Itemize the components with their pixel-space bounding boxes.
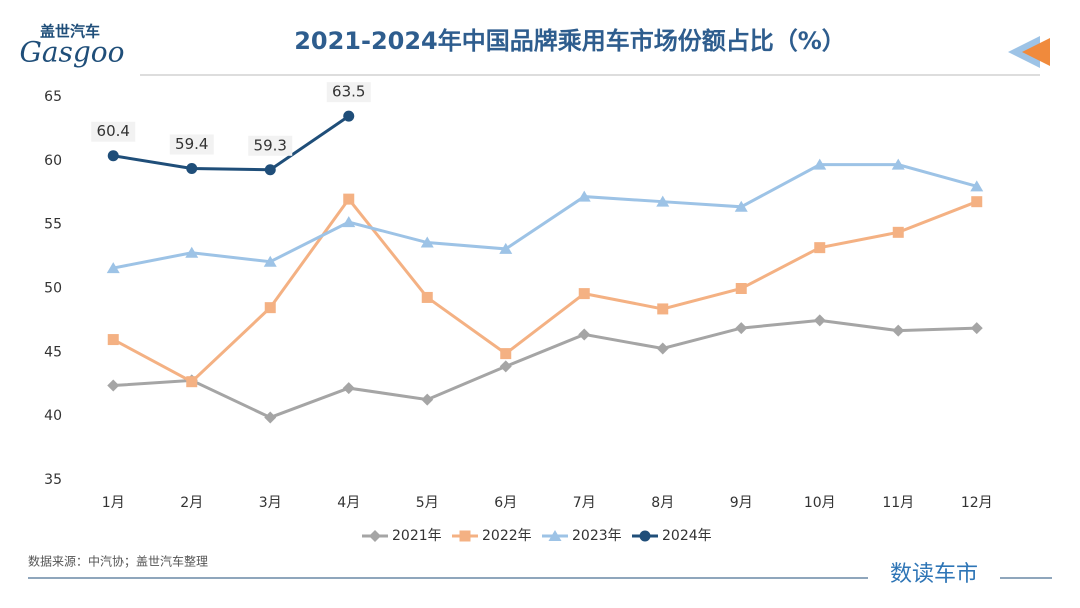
point (735, 322, 748, 335)
data-label: 59.4 (175, 135, 208, 153)
point (499, 242, 513, 254)
y-tick-label: 60 (44, 153, 62, 169)
point (107, 334, 119, 346)
y-tick-label: 35 (44, 472, 62, 488)
point (970, 180, 984, 192)
x-tick-label: 8月 (651, 495, 674, 511)
point (107, 150, 119, 162)
legend-label: 2022年 (482, 528, 532, 544)
x-tick-label: 12月 (961, 495, 993, 511)
point (814, 242, 826, 254)
legend-marker (548, 530, 562, 541)
series-line (112, 163, 978, 270)
legend-label: 2023年 (572, 528, 622, 544)
point (971, 196, 983, 208)
point (657, 303, 669, 315)
point (185, 246, 199, 258)
y-tick-label: 40 (44, 408, 62, 424)
point (735, 283, 747, 294)
source: 数据来源：中汽协；盖世汽车整理 (28, 554, 208, 569)
legend-label: 2024年 (662, 528, 712, 544)
point (656, 195, 670, 207)
point (499, 360, 512, 373)
data-label: 60.4 (97, 122, 130, 140)
point (342, 216, 356, 228)
point (578, 288, 590, 300)
point (421, 291, 433, 303)
deco (1022, 38, 1050, 66)
point (342, 382, 355, 395)
y-tick-label: 65 (44, 89, 62, 105)
x-tick-label: 4月 (337, 495, 360, 511)
label-bg (326, 82, 371, 103)
point (734, 200, 748, 212)
point (420, 236, 434, 248)
x-tick-label: 6月 (494, 495, 517, 511)
legend-marker (459, 530, 471, 542)
point (343, 193, 355, 205)
x-tick-label: 5月 (416, 495, 439, 511)
point (577, 190, 591, 202)
point (656, 342, 669, 355)
point (892, 226, 904, 238)
label-bg (91, 121, 136, 142)
brand-cn: 盖世汽车 (40, 23, 100, 41)
label-bg (169, 134, 214, 155)
point (421, 393, 434, 406)
brand-en: Gasgoo (19, 36, 124, 69)
y-tick-label: 50 (44, 281, 62, 297)
series-line (112, 196, 978, 384)
point (264, 302, 276, 314)
point (891, 158, 905, 170)
point (343, 110, 355, 122)
footer-brand: 数读车市 (890, 562, 978, 587)
point (186, 162, 198, 174)
series-line (113, 114, 350, 172)
chart-title: 2021-2024年中国品牌乘用车市场份额占比（%） (294, 27, 846, 55)
point (813, 314, 826, 327)
point (264, 164, 276, 176)
point (263, 255, 277, 267)
point (892, 324, 905, 337)
point (813, 158, 827, 170)
y-tick-label: 45 (44, 344, 62, 360)
x-tick-label: 3月 (259, 495, 282, 511)
point (578, 328, 591, 341)
x-tick-label: 1月 (102, 495, 125, 511)
legend-marker (369, 530, 381, 542)
point (107, 379, 120, 392)
point (970, 322, 983, 335)
point (264, 411, 277, 424)
x-tick-label: 7月 (573, 495, 596, 511)
y-tick-label: 55 (44, 217, 62, 233)
point (186, 376, 198, 388)
point (500, 348, 512, 360)
x-tick-label: 2月 (180, 495, 203, 511)
legend-label: 2021年 (392, 528, 442, 544)
label-bg (248, 135, 293, 156)
data-label: 63.5 (332, 83, 365, 101)
legend-marker (639, 530, 651, 542)
series-line (113, 318, 977, 420)
point (106, 262, 120, 274)
x-tick-label: 9月 (730, 495, 753, 511)
x-tick-label: 10月 (804, 495, 836, 511)
data-label: 59.3 (254, 136, 287, 154)
x-tick-label: 11月 (882, 495, 914, 511)
